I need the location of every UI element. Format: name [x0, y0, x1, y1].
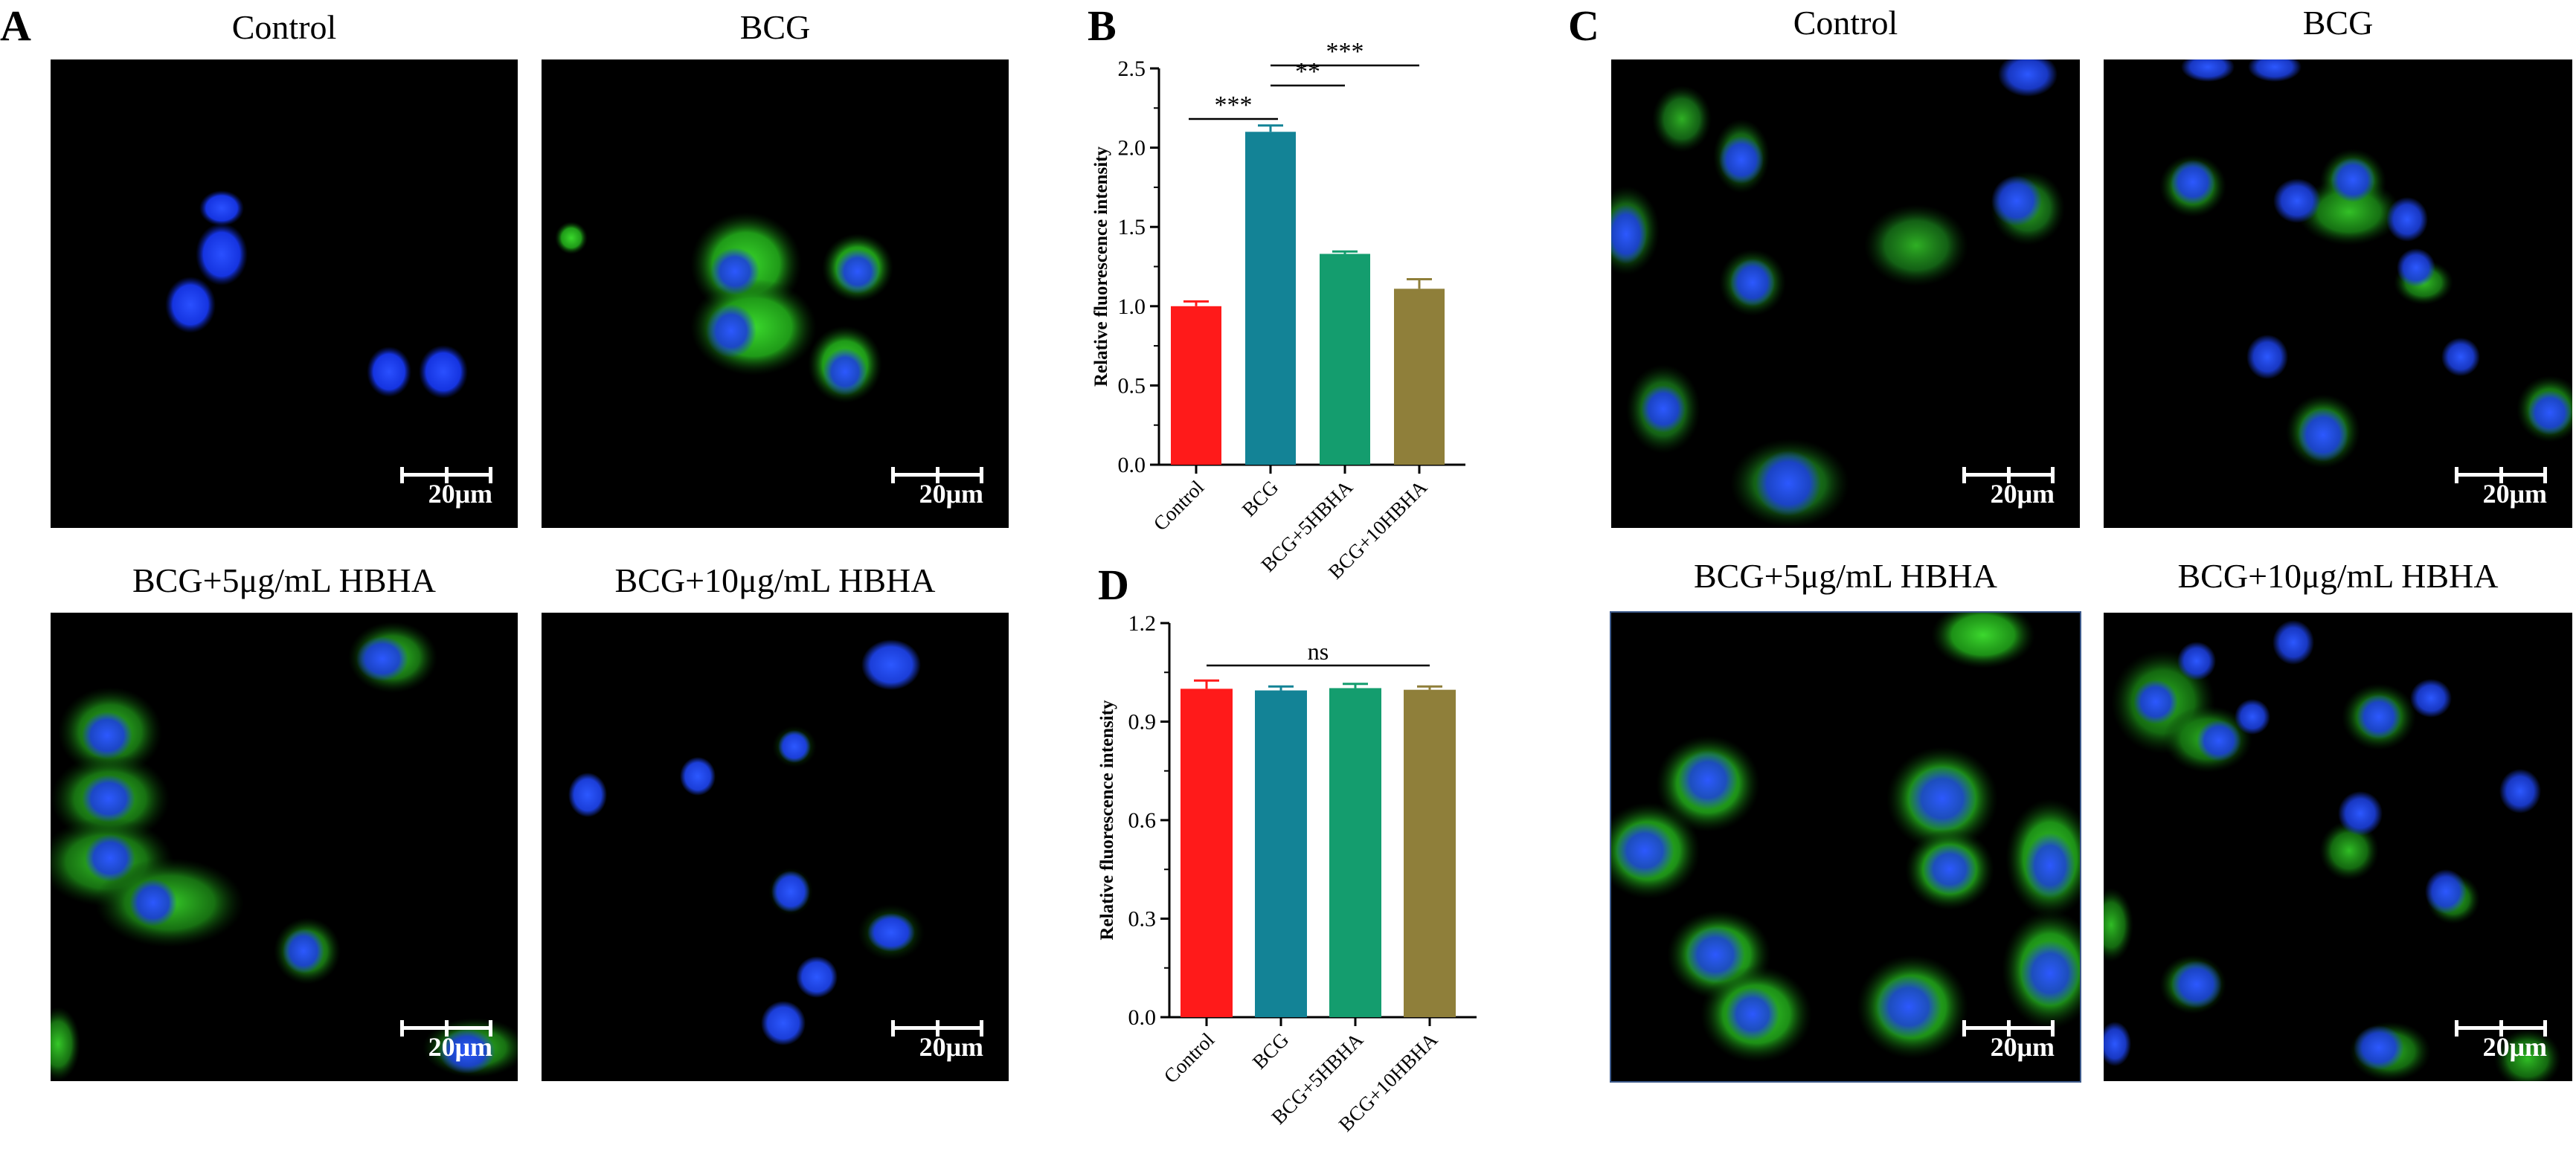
- x-tick-label: BCG: [1238, 476, 1282, 520]
- y-tick-label: 0.5: [1118, 373, 1146, 398]
- micrograph-title: BCG+10μg/mL HBHA: [2177, 557, 2499, 595]
- y-axis-label: Relative fluorescence intensity: [1091, 146, 1111, 387]
- y-axis-label: Relative fluorescence intensity: [1097, 700, 1117, 941]
- y-tick-label: 0.9: [1128, 710, 1157, 735]
- micrograph-title: BCG+10μg/mL HBHA: [614, 561, 936, 599]
- micrograph-image: [2159, 59, 2572, 468]
- micrograph-image: [555, 212, 893, 403]
- micrograph-bcg: 20μm: [542, 59, 1009, 528]
- bar: [1404, 689, 1456, 1017]
- scale-bar: 20μm: [400, 467, 492, 513]
- bar: [1171, 306, 1221, 465]
- bar: [1329, 688, 1381, 1017]
- micrograph-image: [1611, 59, 2065, 528]
- micrograph-image: [165, 190, 468, 399]
- panel-label-b: B: [1088, 1, 1117, 50]
- y-tick-label: 0.6: [1128, 808, 1157, 833]
- scale-bar: 20μm: [1962, 1020, 2055, 1066]
- scale-bar-label: 20μm: [2482, 1032, 2547, 1062]
- scale-bar-label: 20μm: [1990, 479, 2055, 509]
- panel-label-d: D: [1098, 561, 1129, 609]
- scale-bar-label: 20μm: [2482, 479, 2547, 509]
- micrograph-c-control: 20μm: [1611, 59, 2080, 528]
- scale-bar-label: 20μm: [428, 1032, 492, 1062]
- micrograph-control: 20μm: [51, 59, 518, 528]
- bar: [1255, 690, 1307, 1017]
- chart-b: 0.0 0.5 1.0 1.5 2.0 2.5 Relative fluorescence …: [1091, 38, 1465, 583]
- y-tick-label: 2.5: [1118, 57, 1146, 81]
- significance-label: ***: [1215, 91, 1253, 119]
- scale-bar: 20μm: [891, 467, 983, 513]
- y-tick-label: 1.5: [1118, 215, 1146, 239]
- scale-bar: 20μm: [1962, 467, 2055, 513]
- chart-d: 0.0 0.3 0.6 0.9 1.2 Relative fluorescence int…: [1097, 611, 1477, 1135]
- scale-bar-label: 20μm: [919, 1032, 983, 1062]
- micrograph-title: BCG: [2302, 4, 2374, 42]
- scale-bar: 20μm: [891, 1020, 983, 1066]
- micrograph-c-bcg: 20μm: [2104, 59, 2572, 528]
- micrograph-c-bcg-10-hbha: 20μm: [2104, 613, 2572, 1081]
- y-tick-label: 0.0: [1128, 1005, 1157, 1030]
- scale-bar-label: 20μm: [428, 479, 492, 509]
- significance-label: ***: [1326, 38, 1364, 65]
- chart-b-wrapper: 0.0 0.5 1.0 1.5 2.0 2.5 Relative fluorescence …: [1071, 30, 1547, 583]
- scale-bar: 20μm: [400, 1020, 492, 1066]
- scale-bar-label: 20μm: [1990, 1032, 2055, 1062]
- micrograph-image: [2104, 620, 2561, 1081]
- significance-label: ns: [1308, 638, 1329, 665]
- micrograph-title: BCG+5μg/mL HBHA: [1694, 557, 1997, 595]
- micrograph-bcg-5-hbha: 20μm: [51, 613, 518, 1081]
- significance-label: **: [1295, 58, 1320, 86]
- scale-bar-label: 20μm: [919, 479, 983, 509]
- micrograph-image: [1611, 613, 2080, 1063]
- y-tick-label: 0.0: [1118, 453, 1146, 477]
- scale-bar: 20μm: [2455, 1020, 2547, 1066]
- micrograph-image: [568, 639, 925, 1045]
- x-tick-label: Control: [1160, 1028, 1219, 1088]
- bar: [1320, 254, 1370, 465]
- micrograph-title: BCG: [739, 8, 811, 46]
- micrograph-title: Control: [1793, 4, 1898, 42]
- y-tick-label: 1.2: [1128, 611, 1157, 636]
- panel-label-a: A: [0, 1, 31, 50]
- bar: [1181, 689, 1233, 1017]
- bar: [1394, 288, 1445, 465]
- bar: [1245, 132, 1296, 465]
- micrograph-bcg-10-hbha: 20μm: [542, 613, 1009, 1081]
- chart-d-wrapper: 0.0 0.3 0.6 0.9 1.2 Relative fluorescence int…: [1071, 595, 1547, 1145]
- scale-bar: 20μm: [2455, 467, 2547, 513]
- x-tick-label: Control: [1149, 476, 1209, 535]
- y-tick-label: 2.0: [1118, 136, 1146, 161]
- micrograph-c-bcg-5-hbha: 20μm: [1610, 611, 2081, 1083]
- micrograph-title: Control: [231, 8, 337, 46]
- y-tick-label: 1.0: [1118, 294, 1146, 319]
- panel-label-c: C: [1568, 1, 1599, 50]
- y-tick-label: 0.3: [1128, 907, 1157, 932]
- micrograph-image: [51, 622, 518, 1081]
- micrograph-title: BCG+5μg/mL HBHA: [132, 561, 436, 599]
- x-tick-label: BCG: [1248, 1028, 1293, 1073]
